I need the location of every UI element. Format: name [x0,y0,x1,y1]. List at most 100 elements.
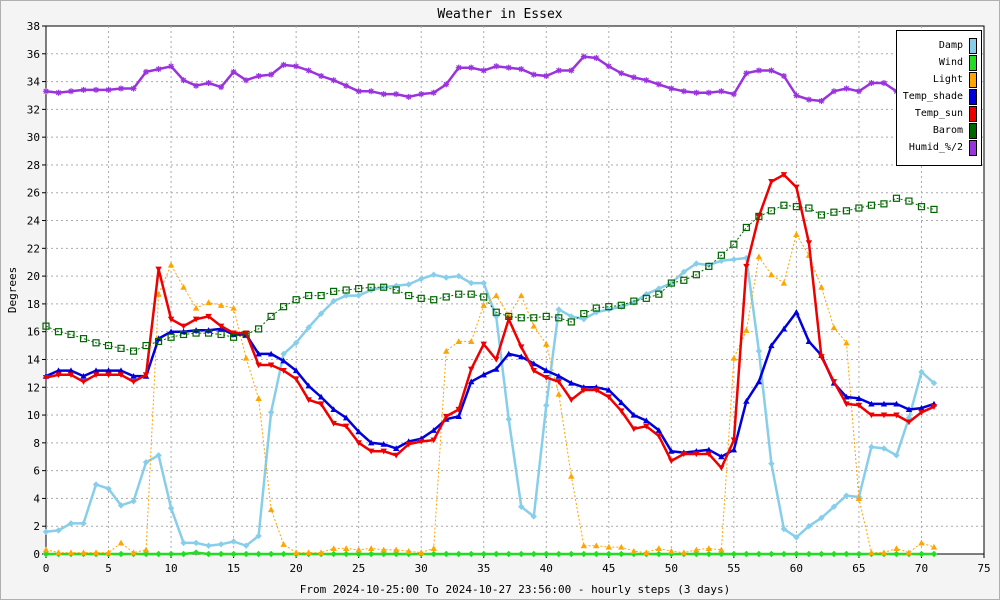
y-axis-label: Degrees [6,267,19,313]
data-point-wind [768,550,775,558]
data-point-wind [618,550,625,558]
legend-swatch [969,37,977,54]
data-point-temp-shade [668,447,675,454]
data-point-light [67,549,75,556]
data-point-barom [530,314,538,322]
data-point-temp-sun [180,323,187,330]
y-tick-label: 16 [27,326,40,339]
data-point-barom [292,296,300,304]
data-point-light [580,542,587,549]
data-point-temp-shade [518,353,525,360]
data-point-light [668,548,675,554]
data-point-damp [555,306,562,313]
data-point-wind [255,550,262,558]
data-point-damp [643,290,650,298]
data-point-light [768,271,775,278]
data-point-humid-2 [443,81,450,88]
data-point-barom [455,290,463,298]
data-point-barom [417,294,425,302]
data-point-damp [530,513,537,520]
data-point-humid-2 [705,89,712,96]
data-point-temp-sun [455,406,462,413]
data-point-temp-shade [267,350,275,357]
data-point-temp-sun [530,368,537,374]
y-tick-label: 34 [27,76,41,89]
data-point-humid-2 [418,91,425,98]
data-point-humid-2 [493,63,500,70]
data-point-light [167,261,175,268]
data-point-temp-shade [743,397,750,404]
data-point-barom [317,291,325,300]
data-point-damp [105,485,112,492]
data-point-wind [380,550,387,558]
data-point-barom [880,200,888,208]
data-point-wind [230,550,237,558]
data-point-temp-sun [593,387,600,394]
data-point-temp-shade [705,446,713,453]
data-point-barom [692,271,700,279]
x-axis-label: From 2024-10-25:00 To 2024-10-27 23:56:0… [300,583,730,596]
data-point-light [718,546,725,553]
data-point-temp-shade [755,378,763,385]
data-point-temp-shade [793,309,800,315]
plot-area [45,25,985,555]
data-point-barom [467,290,475,298]
data-point-barom [255,325,263,333]
series-damp [42,254,938,549]
data-point-temp-shade [342,414,350,421]
data-point-humid-2 [655,81,662,88]
data-point-temp-shade [730,446,738,453]
data-point-damp [242,542,250,549]
data-point-wind [755,550,763,558]
x-tick-label: 10 [164,562,177,575]
data-point-damp [405,281,412,288]
data-point-damp [267,409,275,416]
data-point-barom [642,294,650,302]
legend-label: Temp_shade [902,91,963,102]
data-point-damp [342,292,350,299]
data-point-light [392,546,400,553]
data-point-temp-sun [80,379,87,385]
data-point-light [743,327,750,333]
data-point-temp-shade [893,400,900,407]
data-point-humid-2 [80,86,87,93]
series-line-wind [46,551,934,556]
series-barom [42,194,938,355]
data-point-barom [592,304,600,312]
data-point-temp-sun [743,263,750,270]
data-point-temp-sun [280,368,287,374]
data-point-barom [342,286,350,294]
data-point-humid-2 [330,77,337,84]
data-point-light [292,549,300,556]
data-point-temp-shade [555,372,562,379]
x-tick-label: 55 [727,562,740,575]
y-tick-label: 4 [33,492,40,505]
data-point-light [42,546,50,553]
data-point-damp [718,257,725,265]
data-point-temp-sun [342,423,350,430]
data-point-humid-2 [668,85,675,92]
y-tick-label: 38 [27,20,40,33]
legend-swatch [969,105,977,122]
data-point-light [255,395,262,401]
data-point-temp-sun [605,394,612,401]
data-point-damp [518,503,525,510]
data-point-damp [543,402,550,409]
data-point-humid-2 [293,63,300,70]
data-point-barom [380,283,388,291]
data-point-wind [367,550,375,558]
data-point-wind [192,549,200,556]
data-point-temp-shade [317,393,325,400]
data-point-wind [843,550,850,558]
data-point-wind [705,550,713,558]
data-point-humid-2 [768,67,775,74]
data-point-wind [730,550,738,558]
data-point-temp-sun [705,451,713,458]
data-point-wind [480,550,487,558]
data-point-barom [492,308,500,316]
data-point-wind [167,550,175,558]
data-point-temp-shade [255,350,262,357]
data-point-damp [830,503,838,510]
data-point-temp-shade [380,441,387,447]
data-point-humid-2 [855,88,862,95]
